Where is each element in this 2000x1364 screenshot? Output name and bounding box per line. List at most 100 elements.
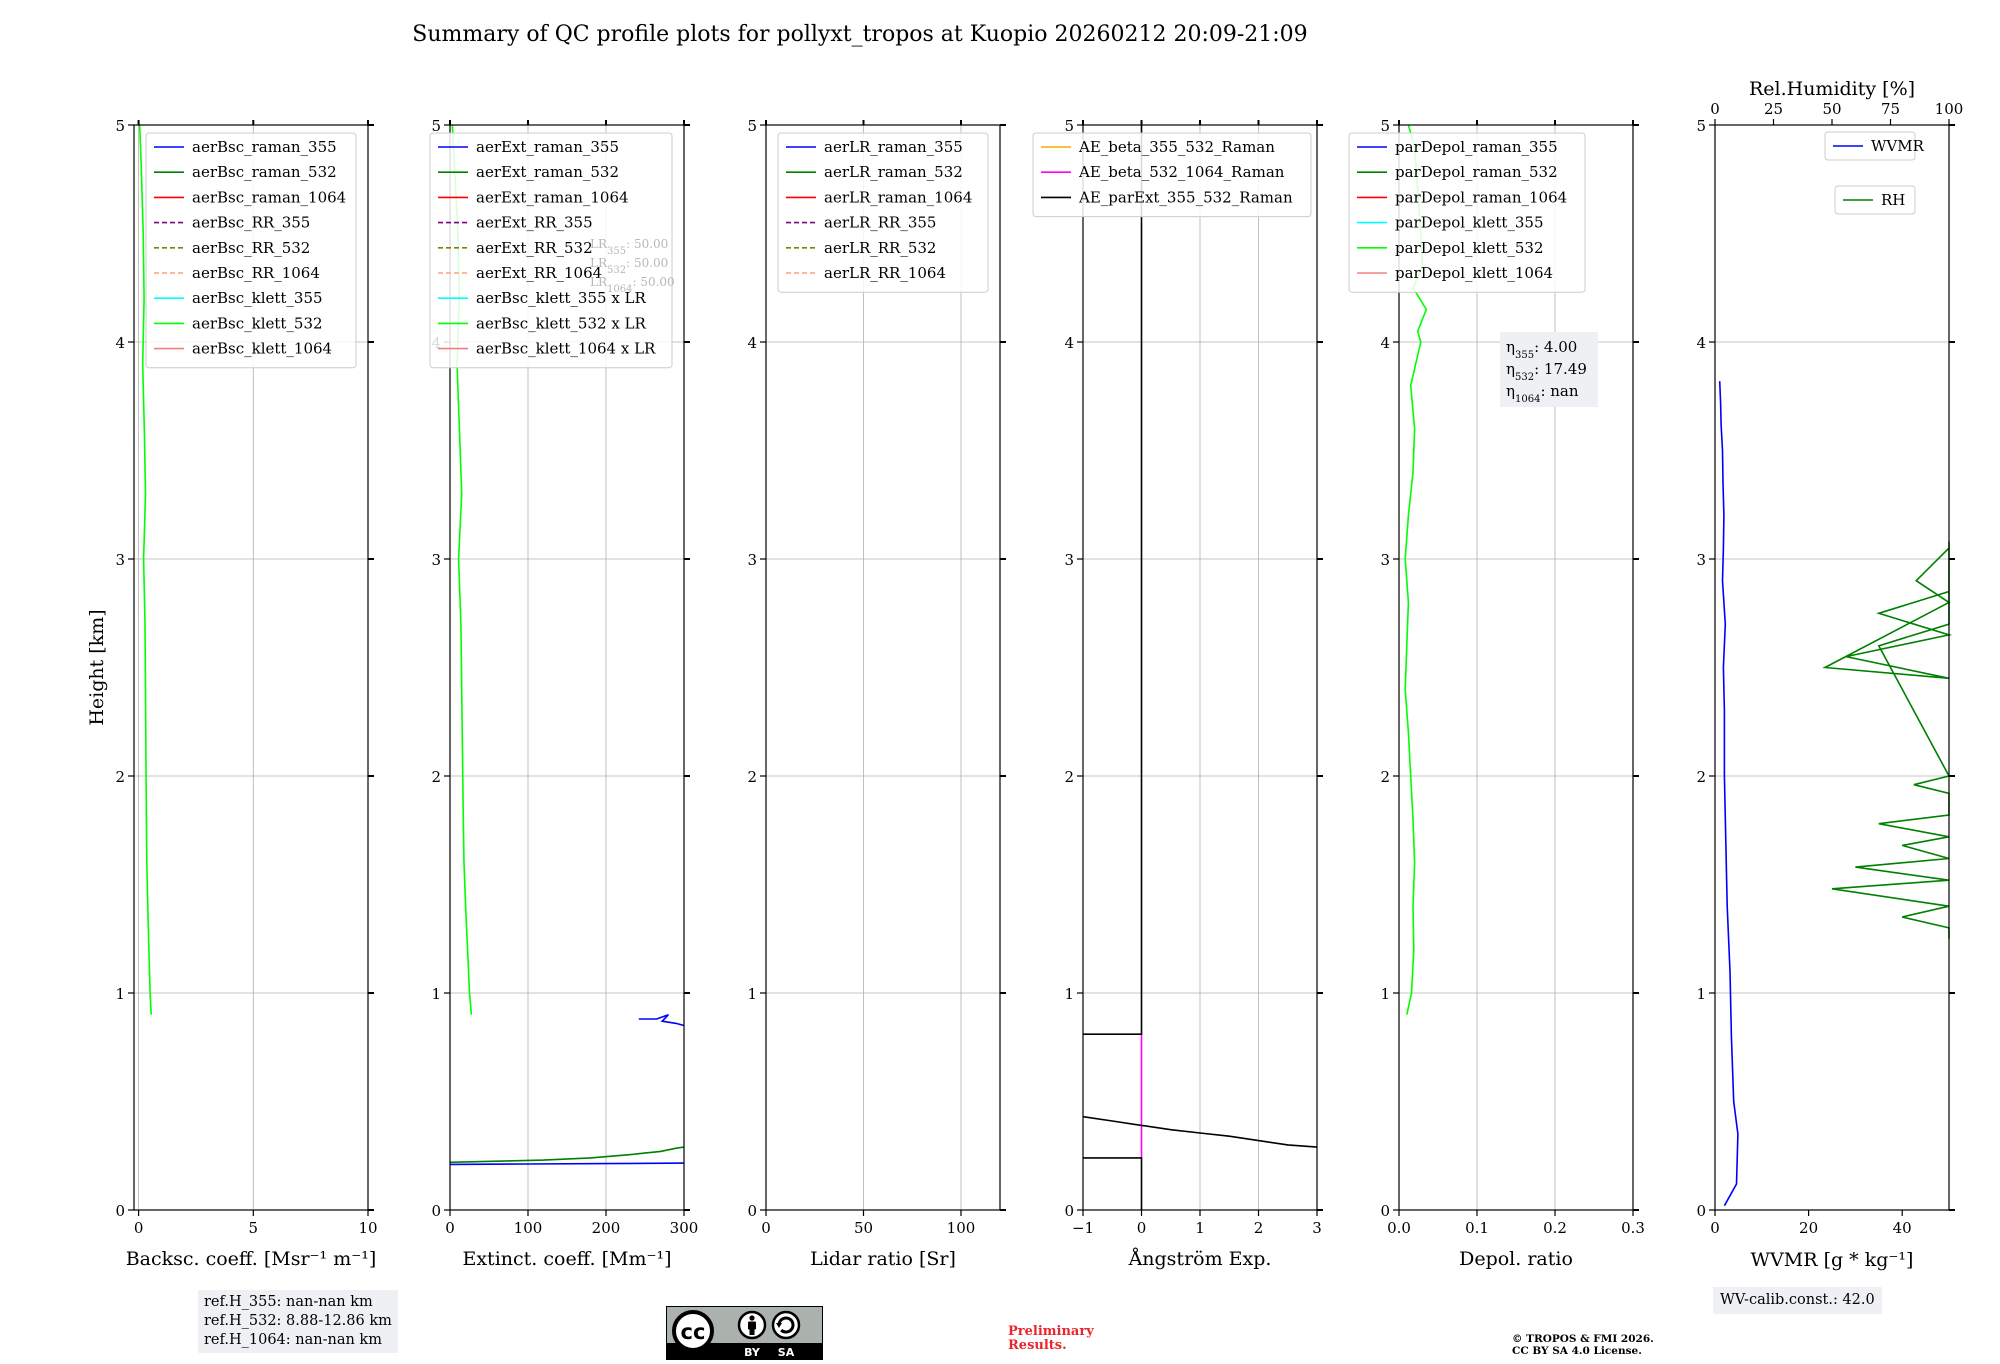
xtick-label-ae-1: 1 xyxy=(1195,1219,1205,1237)
legend-label-ext-7: aerBsc_klett_532 x LR xyxy=(476,314,647,332)
series-ext-1 xyxy=(449,1146,685,1164)
legend-label-bsc-5: aerBsc_RR_1064 xyxy=(192,264,320,282)
xtick-label-lr-0: 0 xyxy=(761,1219,771,1237)
legend-label-bsc-1: aerBsc_raman_532 xyxy=(192,163,337,181)
legend-label-depol-0: parDepol_raman_355 xyxy=(1395,138,1558,156)
legend-label-ext-3: aerExt_RR_355 xyxy=(476,214,593,232)
ytick-label-ext-0: 0 xyxy=(431,1202,441,1220)
refH-box: ref.H_355: nan-nan km ref.H_532: 8.88-12… xyxy=(198,1290,398,1353)
legend-label-lr-2: aerLR_raman_1064 xyxy=(824,188,972,206)
legend-box-bsc xyxy=(145,132,357,369)
top-xtick-label-50: 50 xyxy=(1822,100,1841,118)
xlabel-ext: Extinct. coeff. [Mm⁻¹] xyxy=(462,1248,671,1270)
xtick-label-ext-100: 100 xyxy=(514,1219,543,1237)
legend-box-lr xyxy=(777,132,989,293)
ytick-label-wv-4: 4 xyxy=(1696,334,1706,352)
ytick-label-depol-0: 0 xyxy=(1380,1202,1390,1220)
lr-label-2: LR1064: 50.00 xyxy=(590,275,675,295)
xtick-label-ae-3: 3 xyxy=(1312,1219,1322,1237)
legend-label-ext-8: aerBsc_klett_1064 x LR xyxy=(476,340,656,358)
sa-label: SA xyxy=(778,1346,795,1359)
xlabel-depol: Depol. ratio xyxy=(1459,1248,1573,1270)
legend-label-depol-5: parDepol_klett_1064 xyxy=(1395,264,1553,282)
xtick-label-bsc-5: 5 xyxy=(249,1219,259,1237)
legend-label-depol-1: parDepol_raman_532 xyxy=(1395,163,1558,181)
ytick-label-ae-2: 2 xyxy=(1064,768,1074,786)
ytick-label-ext-2: 2 xyxy=(431,768,441,786)
xtick-label-depol-0.3: 0.3 xyxy=(1621,1219,1645,1237)
legend-label-lr-4: aerLR_RR_532 xyxy=(824,239,936,257)
xtick-label-ext-200: 200 xyxy=(592,1219,621,1237)
legend-label-ext-4: aerExt_RR_532 xyxy=(476,239,593,257)
legend-label-wv-1: RH xyxy=(1881,191,1905,209)
ytick-label-depol-4: 4 xyxy=(1380,334,1390,352)
xtick-label-wv-0: 0 xyxy=(1710,1219,1720,1237)
legend-label-wv-0: WVMR xyxy=(1871,137,1925,155)
legend-label-ae-1: AE_beta_532_1064_Raman xyxy=(1078,163,1285,181)
ytick-label-depol-3: 3 xyxy=(1380,551,1390,569)
legend-label-bsc-6: aerBsc_klett_355 xyxy=(192,289,323,307)
legend-label-ae-2: AE_parExt_355_532_Raman xyxy=(1078,188,1293,206)
legend-label-ext-1: aerExt_raman_532 xyxy=(476,163,619,181)
legend-label-bsc-7: aerBsc_klett_532 xyxy=(192,314,323,332)
ytick-label-bsc-4: 4 xyxy=(115,334,125,352)
xtick-label-ext-0: 0 xyxy=(445,1219,455,1237)
ytick-label-ae-4: 4 xyxy=(1064,334,1074,352)
ytick-label-ae-0: 0 xyxy=(1064,1202,1074,1220)
wv-calib-box: WV-calib.const.: 42.0 xyxy=(1713,1287,1882,1314)
xtick-label-lr-100: 100 xyxy=(947,1219,976,1237)
ytick-label-ae-3: 3 xyxy=(1064,551,1074,569)
ytick-label-wv-3: 3 xyxy=(1696,551,1706,569)
legend-label-lr-3: aerLR_RR_355 xyxy=(824,214,936,232)
xtick-label-ae--1: −1 xyxy=(1072,1219,1094,1237)
ytick-label-bsc-1: 1 xyxy=(115,985,125,1003)
xlabel-wv: WVMR [g * kg⁻¹] xyxy=(1751,1249,1914,1271)
xlabel-ae: Ångström Exp. xyxy=(1128,1248,1272,1270)
legend-label-bsc-4: aerBsc_RR_532 xyxy=(192,239,310,257)
legend-label-ext-6: aerBsc_klett_355 x LR xyxy=(476,289,647,307)
legend-label-lr-5: aerLR_RR_1064 xyxy=(824,264,946,282)
eta-box xyxy=(1500,332,1598,407)
legend-label-bsc-0: aerBsc_raman_355 xyxy=(192,138,337,156)
eta-label-0: η355: 4.00 xyxy=(1506,338,1577,361)
ylabel-bsc: Height [km] xyxy=(86,609,108,725)
xtick-label-depol-0: 0.0 xyxy=(1387,1219,1411,1237)
axes-frame-lr xyxy=(765,124,1001,1211)
xtick-label-ae-2: 2 xyxy=(1254,1219,1264,1237)
axes-frame-bsc xyxy=(133,124,369,1211)
legend-box-wv-0 xyxy=(1824,131,1916,161)
xtick-label-wv-40: 40 xyxy=(1893,1219,1912,1237)
legend-box-depol xyxy=(1348,132,1586,293)
series-ae-3 xyxy=(1083,125,1143,1035)
series-wv-0 xyxy=(1718,381,1739,1207)
xtick-label-ae-0: 0 xyxy=(1137,1219,1147,1237)
ytick-label-ae-5: 5 xyxy=(1064,117,1074,135)
series-ae-2 xyxy=(1082,1115,1318,1148)
legend-box-ext xyxy=(429,132,673,369)
xtick-label-bsc-10: 10 xyxy=(358,1219,377,1237)
cc-mark: cc xyxy=(681,1320,706,1344)
cc-license-logo: cc BY SA xyxy=(666,1306,823,1360)
lr-label-0: LR355: 50.00 xyxy=(590,237,668,257)
ytick-label-bsc-3: 3 xyxy=(115,551,125,569)
series-bsc-7 xyxy=(138,124,152,1015)
ytick-label-lr-3: 3 xyxy=(747,551,757,569)
legend-label-ext-5: aerExt_RR_1064 xyxy=(476,264,602,282)
ytick-label-wv-5: 5 xyxy=(1696,117,1706,135)
ytick-label-lr-2: 2 xyxy=(747,768,757,786)
top-xtick-label-25: 25 xyxy=(1764,100,1783,118)
xtick-label-lr-50: 50 xyxy=(854,1219,873,1237)
figure-title: Summary of QC profile plots for pollyxt_… xyxy=(412,22,1308,47)
top-xlabel-wv: Rel.Humidity [%] xyxy=(1749,78,1915,100)
ytick-label-wv-2: 2 xyxy=(1696,768,1706,786)
refH-355: ref.H_355: nan-nan km xyxy=(204,1294,373,1310)
xtick-label-ext-300: 300 xyxy=(670,1219,699,1237)
ytick-label-bsc-5: 5 xyxy=(115,117,125,135)
legend-box-wv-1 xyxy=(1834,185,1916,215)
ytick-label-bsc-0: 0 xyxy=(115,1202,125,1220)
series-ae-4 xyxy=(1083,1157,1143,1210)
legend-box-ae xyxy=(1032,132,1312,218)
xlabel-bsc: Backsc. coeff. [Msr⁻¹ m⁻¹] xyxy=(126,1248,377,1270)
